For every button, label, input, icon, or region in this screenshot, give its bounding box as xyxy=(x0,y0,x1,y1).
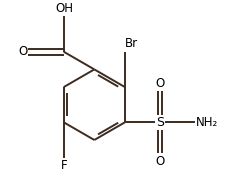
Text: O: O xyxy=(18,45,28,58)
Text: S: S xyxy=(156,116,164,129)
Text: F: F xyxy=(61,159,67,172)
Text: O: O xyxy=(155,77,165,90)
Text: O: O xyxy=(155,155,165,168)
Text: Br: Br xyxy=(125,37,138,50)
Text: NH₂: NH₂ xyxy=(196,116,219,129)
Text: OH: OH xyxy=(56,2,74,15)
